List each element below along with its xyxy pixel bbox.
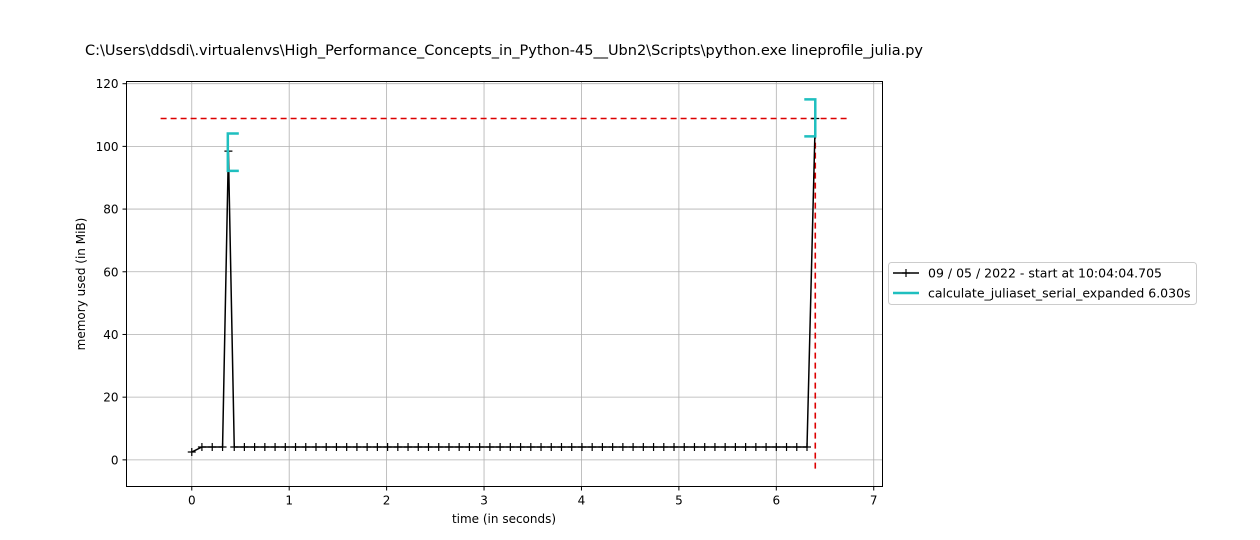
memory-data-point [352,443,361,452]
legend: 09 / 05 / 2022 - start at 10:04:04.705 c… [888,262,1197,305]
memory-data-point [506,443,515,452]
memory-data-point [608,443,617,452]
memory-data-point [434,443,443,452]
reference-lines [160,117,848,469]
memory-data-point [516,443,525,452]
memory-data-point [710,443,719,452]
y-tick-label: 40 [103,328,118,342]
memory-data-point [700,443,709,452]
memory-data-point [383,443,392,452]
grid-lines [126,81,883,487]
memory-data-point [455,443,464,452]
y-tick-label: 20 [103,391,118,405]
memory-data-point [772,443,781,452]
legend-label-memory: 09 / 05 / 2022 - start at 10:04:04.705 [928,266,1162,281]
memory-data-point [649,443,658,452]
function-bracket [804,98,817,138]
memory-data-point [260,443,269,452]
memory-data-point [731,443,740,452]
memory-data-point [557,443,566,452]
memory-data-point [680,443,689,452]
memory-data-point [414,443,423,452]
memory-data-point [373,443,382,452]
memory-data-point [762,443,771,452]
legend-label-function: calculate_juliaset_serial_expanded 6.030… [928,286,1191,301]
y-axis-label: memory used (in MiB) [74,218,88,351]
memory-data-point [485,443,494,452]
memory-data-point [187,448,196,457]
memory-data-point [629,443,638,452]
memory-data-point [271,443,280,452]
chart-title: C:\Users\ddsdi\.virtualenvs\High_Perform… [85,43,923,59]
memory-data-point [547,443,556,452]
data-series [187,114,820,457]
memory-data-point [311,443,320,452]
memory-data-point [792,443,801,452]
memory-data-point [404,443,413,452]
x-tick-label: 6 [772,494,780,508]
memory-data-point [537,443,546,452]
memory-data-point [567,443,576,452]
memory-data-point [322,443,331,452]
memory-data-point [618,443,627,452]
memory-usage-line [191,118,817,453]
y-tick-label: 0 [111,453,119,467]
memory-data-point [218,443,227,452]
x-tick-label: 1 [285,494,293,508]
memory-data-point [588,443,597,452]
memory-data-point [598,443,607,452]
memory-data-point [639,443,648,452]
memory-data-point [301,443,310,452]
memory-data-point [496,443,505,452]
memory-data-point [690,443,699,452]
memory-data-point [465,443,474,452]
memory-data-point [721,443,730,452]
memory-data-point [526,443,535,452]
x-tick-label: 4 [578,494,586,508]
x-tick-label: 5 [675,494,683,508]
y-tick-label: 80 [103,203,118,217]
memory-data-point [291,443,300,452]
legend-box [888,262,1197,305]
y-axis-ticks: 0 20 40 60 80 100 120 [96,77,127,467]
plot-frame [126,81,883,487]
y-tick-label: 120 [96,77,119,91]
memory-data-point [659,443,668,452]
legend-marker-plus [902,269,910,277]
function-bracket [226,132,239,173]
memory-data-point [197,443,206,452]
x-tick-label: 3 [480,494,488,508]
memory-data-point [802,443,811,452]
y-tick-label: 60 [103,265,118,279]
memory-data-point [281,443,290,452]
memory-data-point [751,443,760,452]
memory-data-point [424,443,433,452]
memory-data-point [444,443,453,452]
x-axis-ticks: 0 1 2 3 4 5 6 7 [188,486,878,508]
memory-data-point [670,443,679,452]
function-brackets [226,98,817,173]
memory-data-point [240,443,249,452]
memory-data-point [332,443,341,452]
y-tick-label: 100 [96,140,119,154]
memory-data-point [782,443,791,452]
memory-data-point [577,443,586,452]
x-tick-label: 0 [188,494,196,508]
x-tick-label: 7 [870,494,878,508]
x-tick-label: 2 [383,494,391,508]
memory-data-point [342,443,351,452]
memory-data-point [250,443,259,452]
memory-data-point [230,443,239,452]
x-axis-label: time (in seconds) [452,512,556,526]
memory-data-point [393,443,402,452]
memory-data-point [741,443,750,452]
memory-data-point [363,443,372,452]
memory-data-point [208,443,217,452]
memory-data-point [475,443,484,452]
